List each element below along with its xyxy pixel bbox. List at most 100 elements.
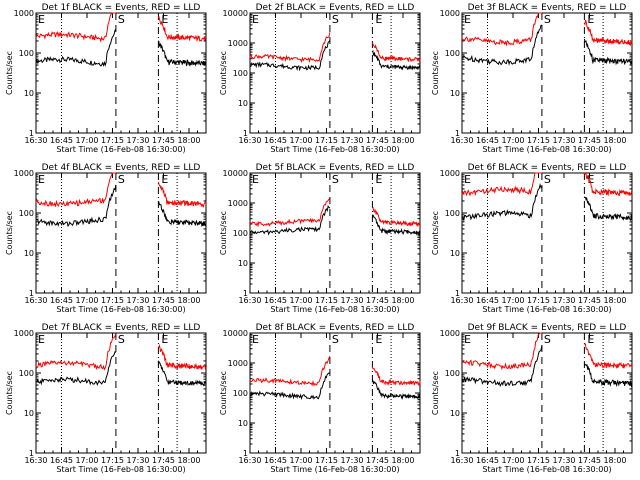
- y-tick-label: 100: [19, 209, 34, 218]
- y-tick-label: 1000: [14, 9, 34, 18]
- y-tick-label: 1000: [228, 199, 248, 208]
- x-tick-label: 17:30: [126, 456, 149, 465]
- x-tick-label: 18:00: [603, 296, 626, 305]
- x-tick-label: 17:45: [366, 136, 389, 145]
- x-tick-label: 17:00: [501, 456, 524, 465]
- x-tick-label: 17:15: [315, 456, 338, 465]
- events-series-line: [371, 378, 421, 400]
- lld-series-line: [371, 366, 421, 386]
- x-tick-label: 18:00: [391, 456, 414, 465]
- interval-end-marker: E: [161, 173, 168, 186]
- panel-det-5: Det 5f BLACK = Events, RED = LLD 1 10 100 10…: [219, 163, 421, 314]
- events-series-line: [35, 351, 117, 386]
- x-tick-label: 17:45: [366, 456, 389, 465]
- x-tick-label: 17:00: [289, 136, 312, 145]
- interval-start-marker: S: [332, 173, 339, 186]
- events-series-line: [249, 205, 331, 236]
- panel-det-8: Det 8f BLACK = Events, RED = LLD 1 10 100 10…: [219, 323, 421, 474]
- y-tick-label: 10: [238, 419, 248, 428]
- x-tick-label: 18:00: [177, 456, 200, 465]
- x-tick-label: 16:30: [238, 136, 261, 145]
- lld-series-line: [461, 332, 542, 371]
- x-tick-label: 16:30: [450, 296, 473, 305]
- panel-title: Det 4f BLACK = Events, RED = LLD: [42, 163, 201, 173]
- interval-start-marker: S: [544, 173, 551, 186]
- x-tick-label: 17:15: [527, 456, 550, 465]
- y-tick-label: 10: [450, 89, 460, 98]
- events-series-line: [461, 345, 543, 388]
- interval-start-marker: S: [544, 13, 551, 26]
- lld-series-line: [158, 343, 207, 370]
- x-tick-label: 17:00: [75, 296, 98, 305]
- lld-series-line: [584, 343, 633, 370]
- interval-end-marker: E: [587, 13, 594, 26]
- x-tick-label: 16:30: [24, 136, 47, 145]
- y-axis-label: Counts/sec: [431, 371, 440, 415]
- panel-title: Det 2f BLACK = Events, RED = LLD: [256, 3, 415, 13]
- x-axis-label: Start Time (16-Feb-08 16:30:00): [482, 465, 611, 474]
- y-tick-label: 1: [29, 129, 34, 138]
- y-tick-label: 1: [243, 289, 248, 298]
- events-series-line: [35, 29, 117, 67]
- events-series-line: [249, 372, 331, 401]
- x-axis-label: Start Time (16-Feb-08 16:30:00): [270, 145, 399, 154]
- y-tick-label: 10000: [223, 169, 248, 178]
- interval-start-marker: S: [118, 13, 125, 26]
- events-series-line: [583, 38, 633, 66]
- interval-start-marker: S: [118, 333, 125, 346]
- y-tick-label: 10: [24, 409, 34, 418]
- events-series-line: [462, 24, 543, 66]
- x-tick-label: 17:15: [527, 136, 550, 145]
- events-series-line: [584, 196, 633, 222]
- y-tick-label: 10: [24, 249, 34, 258]
- interval-start-marker: S: [118, 173, 125, 186]
- x-tick-label: 17:45: [578, 296, 601, 305]
- x-tick-label: 16:45: [476, 296, 499, 305]
- lld-series-line: [157, 181, 207, 208]
- events-series-line: [461, 182, 543, 222]
- x-tick-label: 17:00: [501, 296, 524, 305]
- y-tick-label: 1: [243, 449, 248, 458]
- y-tick-label: 10: [238, 99, 248, 108]
- interval-end-marker: E: [464, 13, 471, 26]
- interval-end-marker: E: [375, 13, 382, 26]
- panel-det-1: Det 1f BLACK = Events, RED = LLD 1 10 100 10…: [5, 3, 207, 154]
- y-axis-label: Counts/sec: [5, 51, 14, 95]
- y-axis-label: Counts/sec: [431, 51, 440, 95]
- panel-det-6: Det 6f BLACK = Events, RED = LLD 1 10 100 10…: [431, 163, 633, 314]
- x-tick-label: 16:45: [476, 136, 499, 145]
- lld-series-line: [372, 206, 421, 228]
- panel-title: Det 1f BLACK = Events, RED = LLD: [42, 3, 201, 13]
- x-tick-label: 17:30: [340, 456, 363, 465]
- y-axis-label: Counts/sec: [431, 211, 440, 255]
- y-axis-label: Counts/sec: [5, 211, 14, 255]
- x-tick-label: 17:30: [126, 296, 149, 305]
- events-series-line: [371, 213, 421, 236]
- y-tick-label: 10: [24, 89, 34, 98]
- x-tick-label: 16:30: [238, 296, 261, 305]
- x-axis-label: Start Time (16-Feb-08 16:30:00): [482, 305, 611, 314]
- y-axis-label: Counts/sec: [5, 371, 14, 415]
- x-tick-label: 17:30: [126, 136, 149, 145]
- y-tick-label: 1000: [440, 169, 460, 178]
- y-tick-label: 10000: [223, 9, 248, 18]
- x-tick-label: 16:45: [50, 136, 73, 145]
- events-series-line: [157, 40, 207, 67]
- interval-end-marker: E: [38, 333, 45, 346]
- x-tick-label: 17:45: [152, 456, 175, 465]
- panel-det-2: Det 2f BLACK = Events, RED = LLD 1 10 100 10…: [219, 3, 421, 154]
- x-tick-label: 16:30: [450, 456, 473, 465]
- events-series-line: [583, 363, 633, 388]
- interval-end-marker: E: [252, 13, 259, 26]
- x-tick-label: 18:00: [603, 136, 626, 145]
- lld-series-line: [461, 172, 542, 197]
- x-tick-label: 17:00: [75, 456, 98, 465]
- x-tick-label: 18:00: [391, 136, 414, 145]
- x-tick-label: 16:45: [264, 456, 287, 465]
- events-series-line: [250, 40, 331, 72]
- y-tick-label: 10: [450, 409, 460, 418]
- panel-title: Det 8f BLACK = Events, RED = LLD: [256, 323, 415, 333]
- x-tick-label: 17:15: [315, 136, 338, 145]
- x-tick-label: 16:30: [24, 456, 47, 465]
- panel-title: Det 3f BLACK = Events, RED = LLD: [468, 3, 627, 13]
